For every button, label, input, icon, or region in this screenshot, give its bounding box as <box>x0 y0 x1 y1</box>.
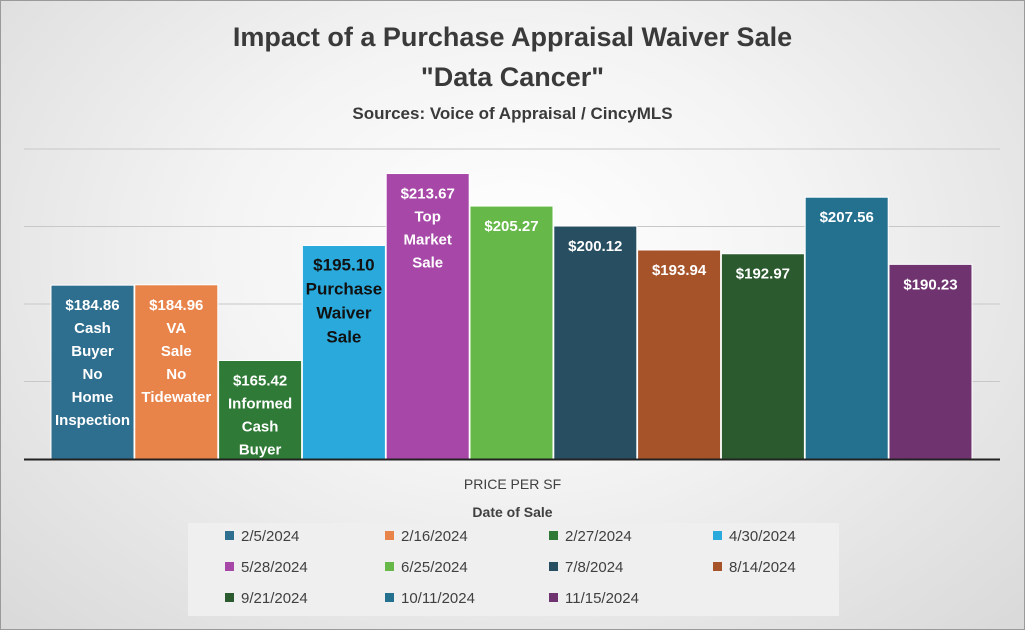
legend-title: Date of Sale <box>472 504 553 520</box>
legend-item: 11/15/2024 <box>549 590 639 607</box>
data-label: $184.96 <box>149 297 203 314</box>
legend-item: 7/8/2024 <box>549 559 623 576</box>
legend-label: 11/15/2024 <box>565 590 639 607</box>
chart-title: Impact of a Purchase Appraisal Waiver Sa… <box>232 22 793 52</box>
bar-annotation: Informed <box>228 395 292 412</box>
bar <box>50 284 135 460</box>
legend-swatch <box>225 562 234 571</box>
bar <box>888 263 973 460</box>
bar-annotation: Tidewater <box>141 389 211 406</box>
bar <box>385 173 470 460</box>
legend-swatch <box>549 531 558 540</box>
legend-label: 9/21/2024 <box>241 590 308 607</box>
legend-label: 2/27/2024 <box>565 528 632 545</box>
bar-annotation: Purchase <box>306 279 383 298</box>
legend-label: 2/16/2024 <box>401 528 468 545</box>
legend-label: 10/11/2024 <box>401 590 475 607</box>
legend-item: 4/30/2024 <box>713 528 796 545</box>
data-label: $192.97 <box>736 266 790 283</box>
legend-swatch <box>385 531 394 540</box>
bar-annotation: Inspection <box>55 412 130 429</box>
legend-swatch <box>549 562 558 571</box>
chart-title-line2: "Data Cancer" <box>420 62 605 92</box>
bar-annotation: Sale <box>412 255 443 272</box>
bar-annotation: Top <box>415 209 441 226</box>
bar-annotation: Home <box>72 389 114 406</box>
legend-label: 5/28/2024 <box>241 559 308 576</box>
data-label: $165.42 <box>233 372 287 389</box>
legend-swatch <box>713 562 722 571</box>
bar-annotation: Sale <box>326 327 361 346</box>
bar <box>301 244 386 460</box>
legend-item: 2/16/2024 <box>385 528 468 545</box>
bar-annotation: Buyer <box>71 343 114 360</box>
legend-item: 6/25/2024 <box>385 559 468 576</box>
data-label: $213.67 <box>401 186 455 203</box>
legend-label: 8/14/2024 <box>729 559 796 576</box>
bar <box>720 253 805 460</box>
bar <box>804 196 889 460</box>
bar <box>469 205 554 460</box>
legend-label: 4/30/2024 <box>729 528 796 545</box>
legend-swatch <box>225 531 234 540</box>
bar-annotation: No <box>83 366 103 383</box>
data-label: $205.27 <box>484 218 538 235</box>
data-label: $207.56 <box>820 209 874 226</box>
x-axis-label: PRICE PER SF <box>463 476 562 492</box>
legend-label: 6/25/2024 <box>401 559 468 576</box>
legend-swatch <box>385 593 394 602</box>
data-label: $200.12 <box>568 238 622 255</box>
bar-annotation: Sale <box>161 343 192 360</box>
legend-item: 8/14/2024 <box>713 559 796 576</box>
chart-subtitle: Sources: Voice of Appraisal / CincyMLS <box>352 104 673 123</box>
legend: 2/5/2024 2/16/2024 2/27/2024 4/30/2024 5/28/… <box>188 523 839 616</box>
bar-annotation: Waiver <box>316 303 372 322</box>
data-label: $184.86 <box>65 297 119 314</box>
bar-annotation: Market <box>404 232 452 249</box>
legend-item: 10/11/2024 <box>385 590 475 607</box>
bar-annotation: Buyer <box>239 441 282 458</box>
bar <box>637 249 722 460</box>
bar-annotation: VA <box>166 320 186 337</box>
legend-item: 2/27/2024 <box>549 528 632 545</box>
data-label: $190.23 <box>903 276 957 293</box>
legend-item: 9/21/2024 <box>225 590 308 607</box>
legend-item: 2/5/2024 <box>225 528 299 545</box>
legend-swatch <box>385 562 394 571</box>
data-label: $195.10 <box>313 255 374 274</box>
bar <box>553 225 638 460</box>
bar-annotation: Cash <box>74 320 111 337</box>
legend-label: 2/5/2024 <box>241 528 300 545</box>
legend-swatch <box>225 593 234 602</box>
legend-swatch <box>549 593 558 602</box>
bar-annotation: No <box>166 366 186 383</box>
bar-chart: $184.86 Cash Buyer No Home Inspection $184.96 V… <box>24 148 1000 461</box>
legend-swatch <box>713 531 722 540</box>
legend-item: 5/28/2024 <box>225 559 308 576</box>
legend-label: 7/8/2024 <box>565 559 624 576</box>
bar-annotation: Cash <box>242 418 279 435</box>
data-label: $193.94 <box>652 262 707 279</box>
